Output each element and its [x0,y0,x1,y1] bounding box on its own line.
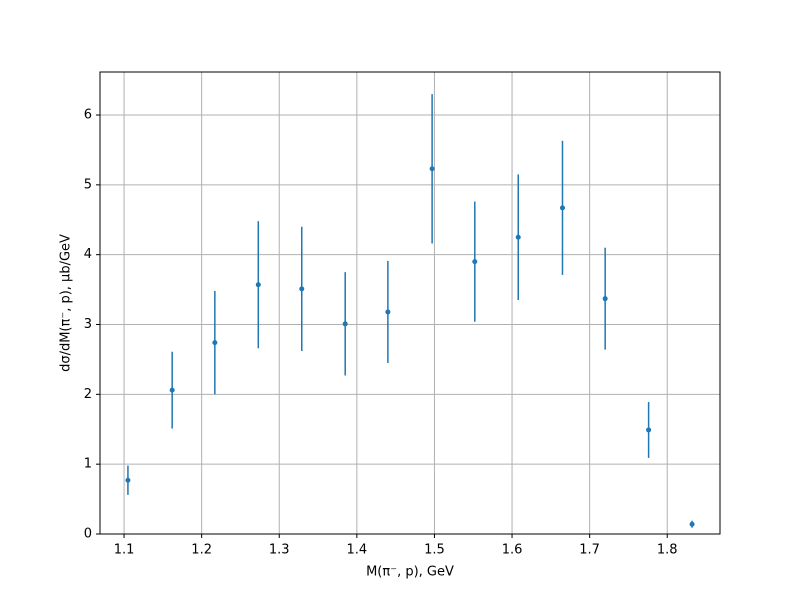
x-tick-label: 1.6 [502,543,523,558]
data-point [429,166,435,172]
data-point [602,296,608,302]
y-tick-label: 5 [84,177,92,192]
data-point [125,477,131,483]
plot-frame [99,71,721,535]
x-tick-label: 1.7 [579,543,600,558]
y-tick-label: 0 [84,527,92,542]
x-tick-label: 1.3 [269,543,290,558]
x-axis-label: M(π⁻, p), GeV [366,565,454,580]
data-point [212,340,218,346]
y-tick-label: 6 [84,108,92,123]
x-tick-label: 1.8 [657,543,678,558]
data-point [559,205,565,211]
y-axis-label: dσ/dM(π⁻, p), μb/GeV [59,234,74,372]
x-tick-label: 1.4 [347,543,368,558]
data-point [169,387,175,393]
y-tick-label: 2 [84,387,92,402]
data-point [342,321,348,327]
y-tick-label: 1 [84,457,92,472]
data-point [646,427,652,433]
data-point [299,286,305,292]
x-tick-label: 1.1 [114,543,135,558]
data-point [385,309,391,315]
y-tick-label: 4 [84,247,92,262]
data-point [472,259,478,265]
x-tick-label: 1.2 [191,543,212,558]
data-point [255,282,261,288]
x-tick-label: 1.5 [424,543,445,558]
data-point [515,234,521,240]
data-point [689,521,695,527]
y-tick-label: 3 [84,317,92,332]
